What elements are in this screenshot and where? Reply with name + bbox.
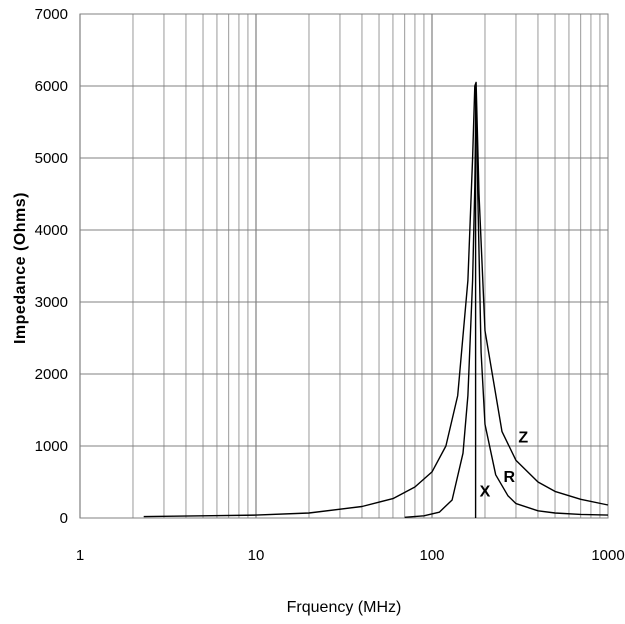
y-tick-label: 5000 [35,150,68,167]
plot-background [80,14,608,518]
y-tick-label: 1000 [35,438,68,455]
x-axis-label: Frquency (MHz) [287,599,402,616]
x-tick-labels: 1 10 100 1000 [76,547,625,564]
series-line-z [143,81,609,518]
curve-labels: Z RX [480,429,529,500]
plot-frame [79,13,609,519]
y-tick-label: 3000 [35,294,68,311]
y-tick-label: 7000 [35,6,68,23]
y-tick-label: 0 [60,510,68,527]
x-tick-label: 1000 [591,547,624,564]
y-tick-labels: 0 1000 2000 3000 4000 5000 6000 7000 [35,6,68,527]
x-tick-label: 10 [248,547,265,564]
y-tick-label: 4000 [35,222,68,239]
series-label-x: X [480,483,491,500]
y-axis-label: Impedance (Ohms) [12,192,29,344]
x-tick-label: 100 [419,547,444,564]
x-tick-label: 1 [76,547,84,564]
series-line-r [404,92,609,518]
series-label-z: Z [518,429,528,446]
y-tick-label: 2000 [35,366,68,383]
y-tick-label: 6000 [35,78,68,95]
series-label-r: R [504,469,516,486]
gridlines [79,13,608,519]
series-group [143,81,609,518]
